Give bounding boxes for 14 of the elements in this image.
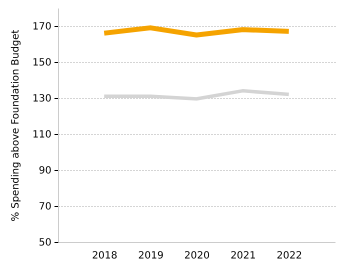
x-tick-label: 2022 [276, 250, 302, 262]
y-tick-label: 50 [38, 238, 52, 248]
x-tick-label: 2018 [92, 250, 118, 262]
line-series [102, 89, 291, 101]
y-tick-label: 90 [38, 166, 52, 176]
y-tick-label: 70 [38, 202, 52, 212]
x-tick-label: 2020 [184, 250, 210, 262]
y-axis-title: % Spending above Foundation Budget [10, 30, 22, 222]
y-tick-label: 150 [32, 58, 52, 68]
x-tick-label: 2021 [230, 250, 256, 262]
y-tick-label: 170 [32, 22, 52, 32]
y-tick-label: 110 [32, 130, 52, 140]
y-tick-label: 130 [32, 94, 52, 104]
x-tick-label: 2019 [138, 250, 164, 262]
